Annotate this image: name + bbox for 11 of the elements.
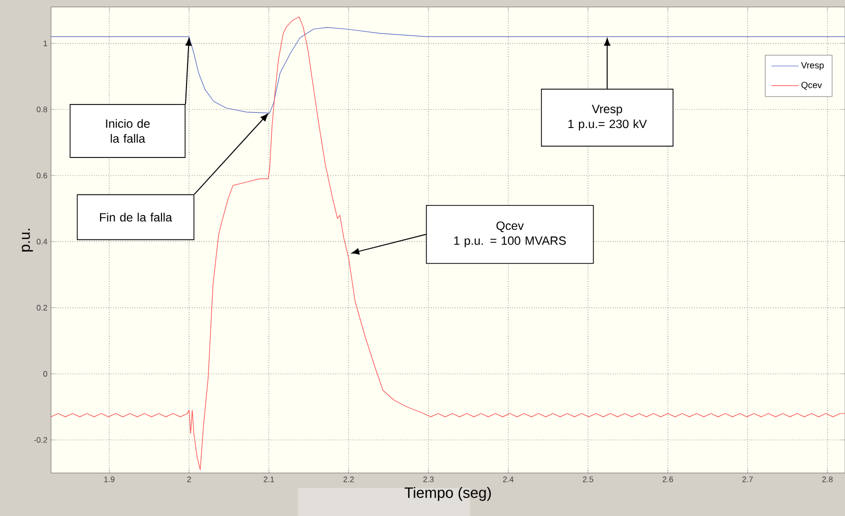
y-axis-title: p.u. xyxy=(22,228,33,252)
legend-label: Qcev xyxy=(801,82,822,90)
annotation: Inicio de la falla xyxy=(106,119,150,143)
annotation: 1 p.u. = 100 MVARS xyxy=(454,236,566,248)
legend-label: Vresp xyxy=(801,62,824,70)
annotation: Qcev xyxy=(496,221,524,232)
annotation: Fin de la falla xyxy=(100,212,172,222)
annotation: Vresp xyxy=(592,104,622,116)
x-axis-title: Tiempo (seg) xyxy=(404,486,491,501)
annotation: 1 p.u.= 230 kV xyxy=(568,119,647,131)
line-series xyxy=(51,16,845,470)
